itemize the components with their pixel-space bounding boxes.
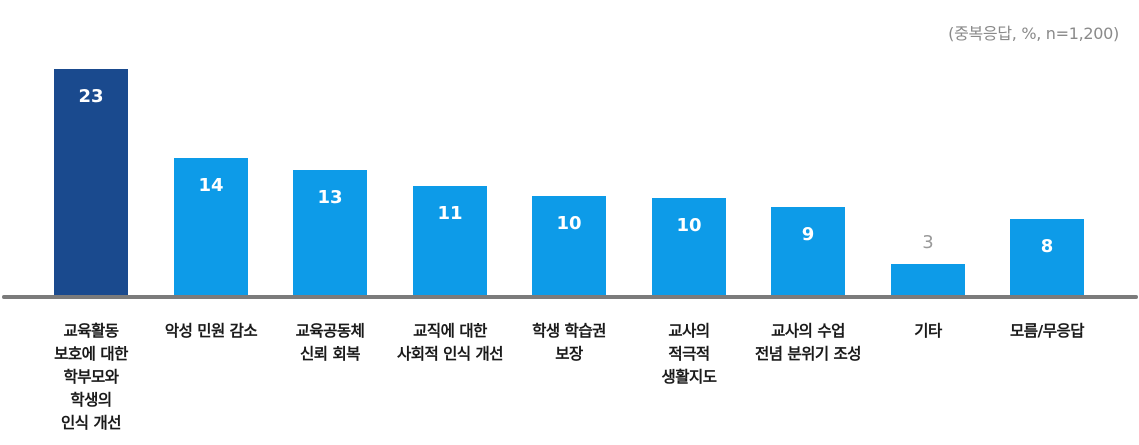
bar-value: 10: [556, 213, 582, 234]
bar-2: 13: [293, 170, 367, 296]
bar-value: 3: [922, 232, 934, 253]
bar-value: 10: [676, 215, 702, 236]
x-label-8: 모름/무응답: [1010, 322, 1084, 340]
x-label-7: 기타: [914, 322, 942, 340]
bar-value: 23: [78, 86, 104, 107]
bar-4: 10: [532, 196, 606, 296]
x-label-5: 교사의 적극적 생활지도: [661, 322, 717, 386]
bar-1: 14: [174, 158, 248, 296]
x-axis-baseline: [2, 295, 1138, 299]
x-label-4: 학생 학습권 보장: [532, 322, 606, 363]
bar-value: 13: [317, 187, 343, 208]
bar-7: 3: [891, 232, 965, 296]
bar-value: 8: [1040, 236, 1054, 257]
bar-value: 14: [198, 175, 224, 196]
bar-value: 11: [437, 203, 463, 224]
chart-note: (중복응답, %, n=1,200): [948, 24, 1119, 43]
bar-value: 9: [801, 224, 815, 245]
x-label-0: 교육활동 보호에 대한 학부모와 학생의 인식 개선: [54, 322, 128, 432]
bar-6: 9: [771, 207, 845, 296]
bar-3: 11: [413, 186, 487, 296]
x-label-3: 교직에 대한 사회적 인식 개선: [396, 322, 504, 363]
x-label-6: 교사의 수업 전념 분위기 조성: [754, 322, 862, 363]
x-label-1: 악성 민원 감소: [164, 322, 258, 340]
bar-0: 23: [54, 69, 128, 296]
bar-8: 8: [1010, 219, 1084, 296]
bar-5: 10: [652, 198, 726, 296]
x-label-2: 교육공동체 신뢰 회복: [295, 322, 365, 363]
